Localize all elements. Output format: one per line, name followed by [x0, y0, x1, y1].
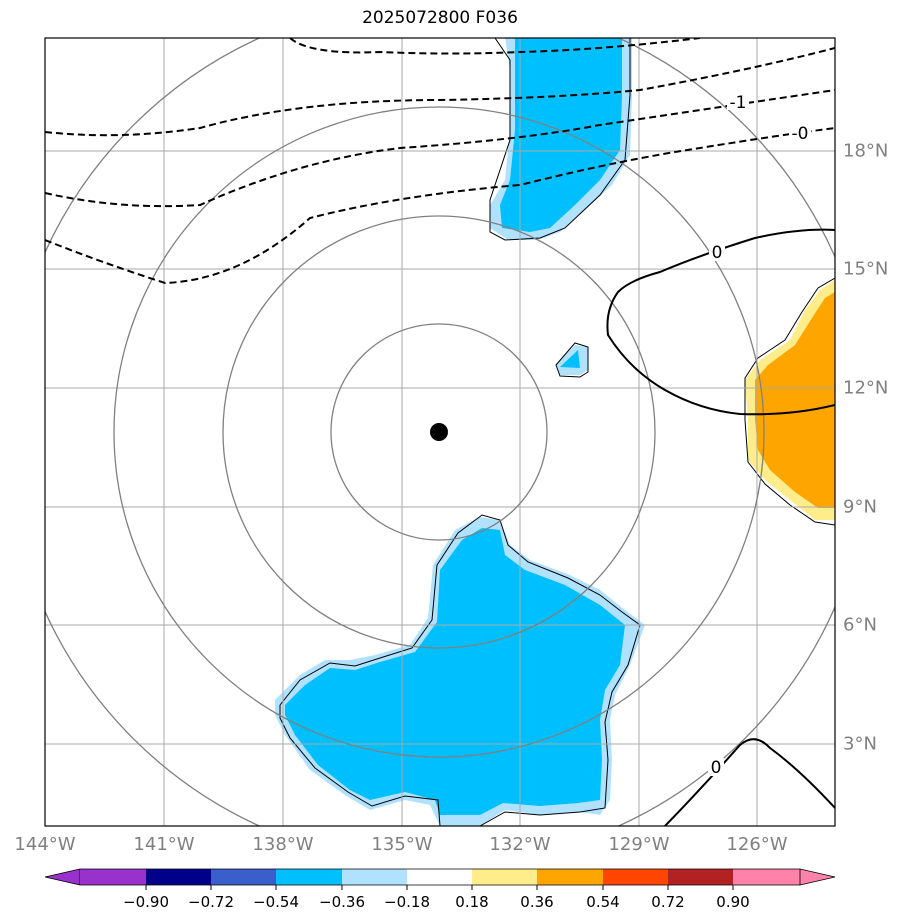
- colorbar-tick-label: −0.36: [319, 893, 365, 911]
- colorbar-tick-label: −0.54: [253, 893, 299, 911]
- colorbar-tick-label: −0.72: [188, 893, 234, 911]
- lon-label: 144°W: [14, 834, 76, 855]
- lon-label: 138°W: [252, 834, 314, 855]
- negative-region-small: [555, 342, 589, 378]
- colorbar-tick-label: 0.90: [716, 893, 750, 911]
- lat-label: 3°N: [843, 733, 877, 755]
- lon-label: 141°W: [133, 834, 195, 855]
- map-title: 2025072800 F036: [362, 8, 518, 28]
- colorbar-tick-label: −0.18: [384, 893, 430, 911]
- contour-label: 0: [712, 243, 723, 263]
- contour-label: 0: [711, 758, 722, 778]
- contour-label-group: -1 -0 0 0: [708, 92, 811, 778]
- range-rings: [45, 38, 835, 826]
- lat-label: 6°N: [843, 614, 877, 636]
- storm-center-marker: [430, 423, 448, 441]
- colorbar: [44, 868, 836, 890]
- lat-label: 15°N: [843, 258, 889, 280]
- contour-label: -0: [792, 124, 809, 144]
- graticule: [45, 38, 835, 826]
- colorbar-tick-label: 0.54: [586, 893, 620, 911]
- lat-label: 12°N: [843, 377, 889, 399]
- colorbar-tick-label: 0.72: [651, 893, 685, 911]
- lon-label: 126°W: [726, 834, 788, 855]
- negative-region-south: [275, 514, 645, 826]
- lon-label: 132°W: [489, 834, 551, 855]
- lon-label: 129°W: [608, 834, 670, 855]
- negative-region-north: [489, 38, 632, 241]
- positive-region-east: [744, 277, 835, 526]
- colorbar-tick-label: 0.36: [520, 893, 554, 911]
- lon-label: 135°W: [371, 834, 433, 855]
- contour-lines: [45, 38, 835, 826]
- lat-label: 9°N: [843, 496, 877, 518]
- contour-label: -1: [730, 93, 747, 113]
- colorbar-tick-label: −0.90: [123, 893, 169, 911]
- lat-label: 18°N: [843, 140, 889, 162]
- map-frame: [44, 37, 836, 827]
- colorbar-tick-label: 0.18: [455, 893, 489, 911]
